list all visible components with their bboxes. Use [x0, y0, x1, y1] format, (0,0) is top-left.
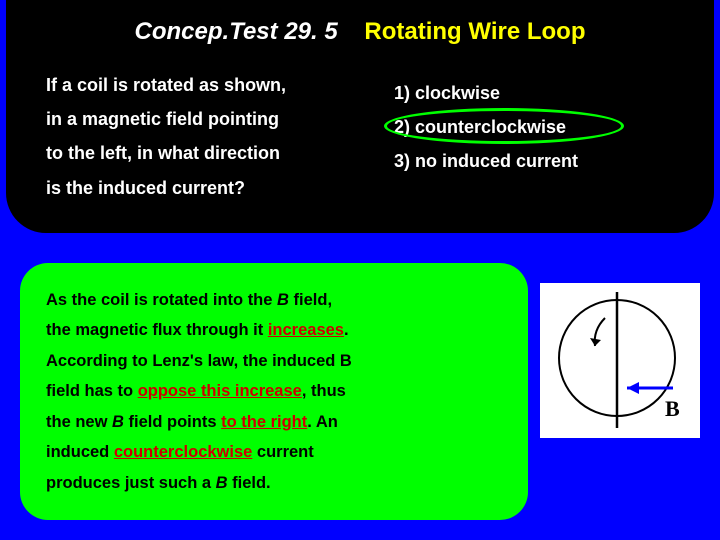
explain-fragment: produces just such a	[46, 474, 216, 492]
question-row: If a coil is rotated as shown, in a magn…	[46, 68, 674, 205]
explain-emphasis: to the right	[221, 413, 307, 431]
question-line: is the induced current?	[46, 171, 354, 205]
option-2: 2) counterclockwise	[394, 110, 674, 144]
question-line: If a coil is rotated as shown,	[46, 68, 354, 102]
explain-fragment: the magnetic flux through it	[46, 321, 268, 339]
explain-fragment: According to Lenz's law, the induced B	[46, 352, 352, 370]
explain-fragment: .	[344, 321, 349, 339]
slide-title: Concep.Test 29. 5 Rotating Wire Loop	[46, 18, 674, 46]
explain-italic: B	[277, 291, 289, 309]
question-line: in a magnetic field pointing	[46, 102, 354, 136]
loop-diagram-icon: B	[545, 288, 695, 433]
option-1: 1) clockwise	[394, 76, 674, 110]
explain-fragment: induced	[46, 443, 114, 461]
explain-emphasis: counterclockwise	[114, 443, 252, 461]
bottom-row: As the coil is rotated into the B field,…	[20, 263, 700, 521]
explain-fragment: field has to	[46, 382, 138, 400]
answer-options: 1) clockwise 2) counterclockwise 3) no i…	[394, 68, 674, 205]
diagram-box: B	[540, 283, 700, 438]
explain-fragment: As the coil is rotated into the	[46, 291, 277, 309]
explain-fragment: current	[252, 443, 313, 461]
question-line: to the left, in what direction	[46, 136, 354, 170]
explain-emphasis: oppose this increase	[138, 382, 302, 400]
explain-fragment: . An	[307, 413, 338, 431]
explain-fragment: field.	[228, 474, 271, 492]
title-prefix: Concep.Test 29. 5	[135, 18, 338, 45]
explain-fragment: the new	[46, 413, 112, 431]
explain-italic: B	[112, 413, 124, 431]
b-label: B	[665, 396, 680, 421]
title-topic: Rotating Wire Loop	[364, 18, 585, 45]
explain-emphasis: increases	[268, 321, 344, 339]
explain-fragment: field points	[124, 413, 221, 431]
question-text: If a coil is rotated as shown, in a magn…	[46, 68, 354, 205]
explanation-text: As the coil is rotated into the B field,…	[46, 285, 502, 499]
explain-fragment: field,	[289, 291, 332, 309]
explain-fragment: , thus	[302, 382, 346, 400]
explanation-panel: As the coil is rotated into the B field,…	[20, 263, 528, 521]
explain-italic: B	[216, 474, 228, 492]
question-panel: Concep.Test 29. 5 Rotating Wire Loop If …	[6, 0, 714, 233]
option-3: 3) no induced current	[394, 144, 674, 178]
